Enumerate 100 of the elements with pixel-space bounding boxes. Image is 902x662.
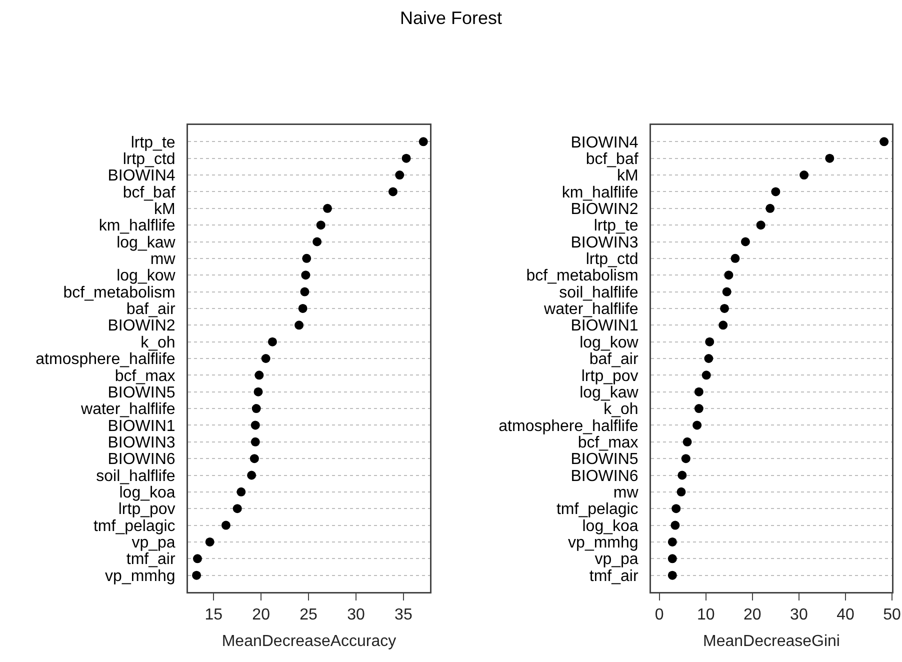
point [681,454,690,464]
point [302,254,312,263]
y-tick-label: BIOWIN6 [108,451,176,468]
point [250,437,260,446]
x-tick-label: 15 [204,606,223,624]
point [756,220,766,230]
y-tick-label: lrtp_ctd [586,251,638,268]
point [252,404,261,414]
y-tick-label: tmf_pelagic [556,501,638,518]
y-tick-label: km_halflife [562,184,638,202]
y-tick-label: log_kow [580,334,639,352]
point [298,304,308,313]
y-tick-label: BIOWIN1 [108,418,176,435]
y-tick-label: lrtp_te [130,134,176,152]
y-tick-label: BIOWIN2 [570,200,638,218]
point [250,420,260,430]
y-tick-label: BIOWIN4 [570,134,638,152]
point [766,204,775,213]
point [300,287,310,296]
point [192,554,202,564]
point [395,170,404,180]
point [668,570,677,580]
y-tick-label: vp_pa [594,551,638,568]
point [254,387,263,396]
point [312,237,322,246]
point [771,187,780,196]
point [825,154,834,163]
y-tick-label: lrtp_pov [581,368,638,385]
y-tick-label: tmf_pelagic [93,518,176,535]
x-tick-label: 10 [697,606,715,624]
y-tick-label: bcf_max [114,368,176,385]
point [668,554,677,564]
y-tick-label: bcf_baf [122,184,176,202]
point [294,320,304,330]
point [247,470,256,480]
y-tick-label: baf_air [589,351,639,368]
y-tick-label: vp_mmhg [105,568,176,585]
y-tick-label: BIOWIN5 [570,451,638,468]
y-tick-label: water_halflife [80,401,176,418]
y-tick-label: log_koa [119,484,176,502]
y-tick-label: BIOWIN3 [108,434,176,452]
x-tick-label: 20 [252,606,270,624]
x-tick-label: 40 [836,606,854,624]
y-tick-label: atmosphere_halflife [498,418,638,435]
y-tick-label: bcf_metabolism [63,284,176,302]
point [268,337,277,346]
y-tick-label: kM [154,200,176,218]
y-tick-label: BIOWIN1 [570,318,638,335]
point [388,187,398,196]
point [261,354,270,363]
y-tick-label: log_kaw [580,384,639,402]
y-tick-label: atmosphere_halflife [36,351,176,368]
y-tick-label: lrtp_ctd [122,150,176,168]
point [718,320,728,330]
y-tick-label: log_kaw [116,234,176,252]
point [692,420,702,430]
point [236,487,246,496]
point [418,137,428,146]
x-tick-label: 20 [744,606,762,624]
point [720,304,730,313]
y-tick-label: bcf_baf [586,150,639,168]
point [678,470,687,480]
y-tick-label: baf_air [126,301,176,318]
x-tick-label: 30 [790,606,808,624]
y-tick-label: lrtp_pov [118,501,176,518]
point [221,520,230,530]
y-tick-label: kM [616,168,638,185]
point [323,204,332,213]
point [740,237,750,246]
y-tick-label: BIOWIN2 [108,318,176,335]
y-tick-label: BIOWIN6 [570,468,638,485]
point [676,487,686,496]
y-tick-label: BIOWIN3 [570,234,638,252]
point [192,570,202,580]
y-tick-label: BIOWIN4 [108,168,176,185]
point [704,354,714,363]
x-tick-label: 50 [883,606,901,624]
point [316,220,326,230]
y-tick-label: vp_pa [132,534,176,552]
y-tick-label: bcf_metabolism [526,268,638,285]
point [670,520,680,530]
point [694,404,704,414]
y-tick-label: soil_halflife [96,468,176,485]
y-tick-label: bcf_max [578,434,638,452]
x-tick-label: 35 [394,606,412,624]
x-tick-label: 0 [654,606,664,624]
y-tick-label: km_halflife [98,218,176,235]
y-tick-label: log_koa [582,518,638,535]
point [724,270,734,280]
y-tick-label: k_oh [140,334,176,352]
y-tick-label: mw [613,484,639,502]
point [232,504,242,514]
point [722,287,732,296]
x-axis-title: MeanDecreaseAccuracy [222,633,396,650]
y-tick-label: tmf_air [589,568,639,585]
point [668,537,677,546]
point [702,370,711,380]
point [254,370,264,380]
y-tick-label: mw [150,251,176,268]
point [250,454,259,464]
